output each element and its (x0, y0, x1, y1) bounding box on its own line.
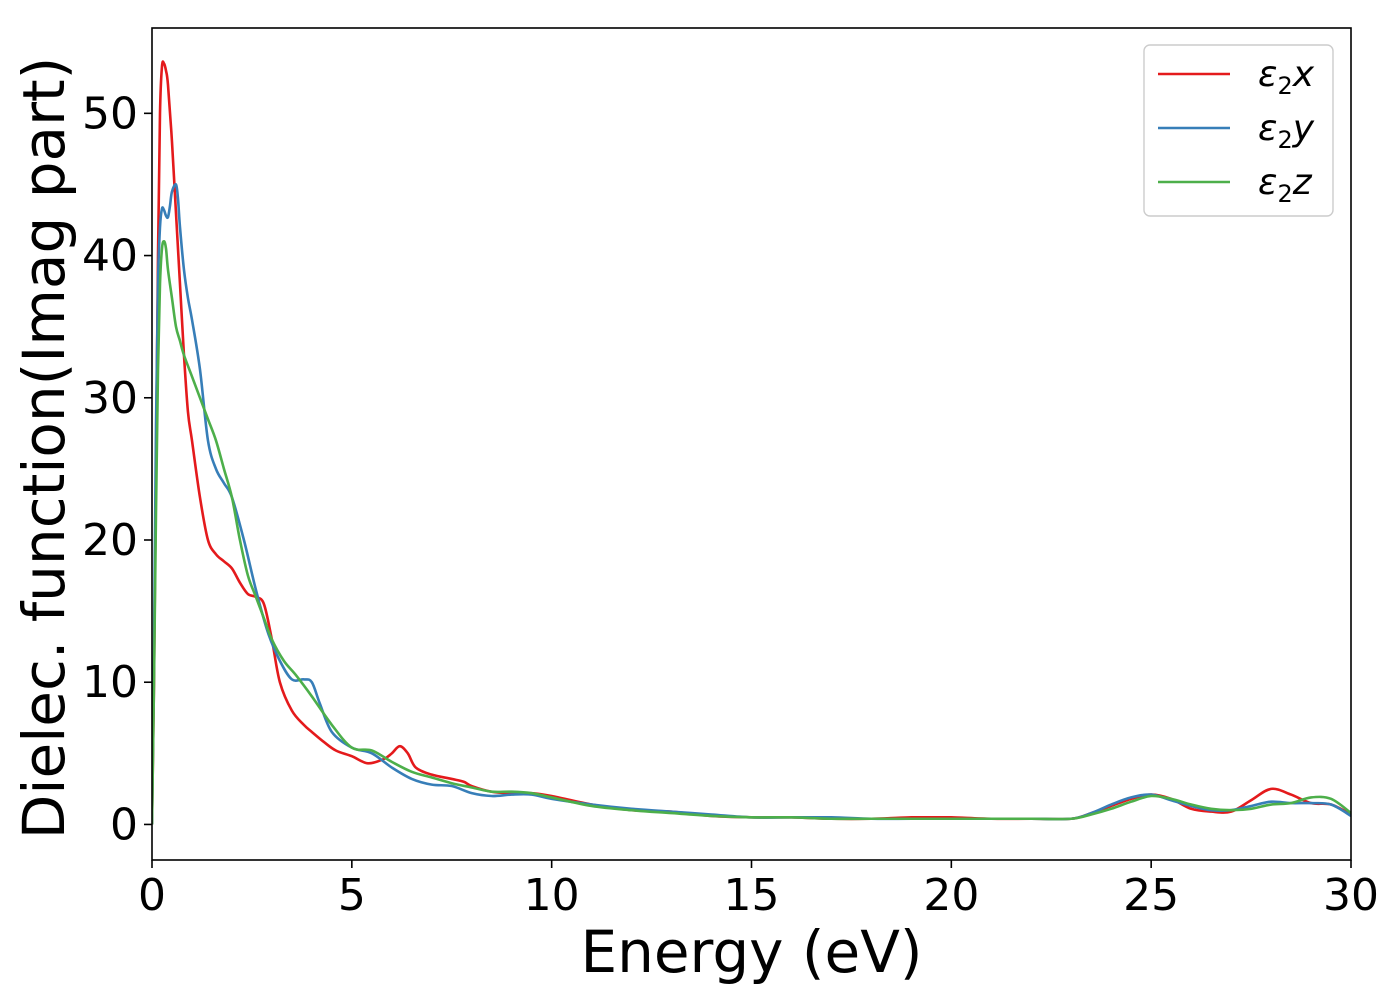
x-axis-label: Energy (eV) (580, 918, 922, 986)
x-tick-label: 20 (923, 870, 979, 921)
x-tick-label: 10 (524, 870, 580, 921)
legend-label-z: ε2z (1258, 162, 1313, 208)
y-axis-label: Dielec. function(Imag part) (10, 57, 78, 840)
y-tick-label: 50 (82, 88, 138, 139)
x-tick-label: 5 (338, 870, 366, 921)
x-axis: 0 5 10 15 20 25 30 (138, 860, 1379, 921)
x-tick-label: 0 (138, 870, 166, 921)
y-tick-label: 40 (82, 231, 138, 282)
y-axis: 0 10 20 30 40 50 (82, 88, 152, 850)
x-tick-label: 30 (1323, 870, 1379, 921)
y-tick-label: 30 (82, 373, 138, 424)
y-tick-label: 20 (82, 515, 138, 566)
legend-label-x: ε2x (1258, 54, 1315, 100)
y-tick-label: 0 (110, 799, 138, 850)
x-tick-label: 15 (724, 870, 780, 921)
series-line-y (152, 182, 1351, 825)
legend: ε2x ε2y ε2z (1143, 44, 1334, 217)
x-tick-label: 25 (1123, 870, 1179, 921)
legend-box (1143, 44, 1334, 217)
y-tick-label: 10 (82, 657, 138, 708)
series-layer (152, 60, 1351, 825)
series-line-z (152, 240, 1351, 825)
legend-label-y: ε2y (1258, 108, 1315, 154)
